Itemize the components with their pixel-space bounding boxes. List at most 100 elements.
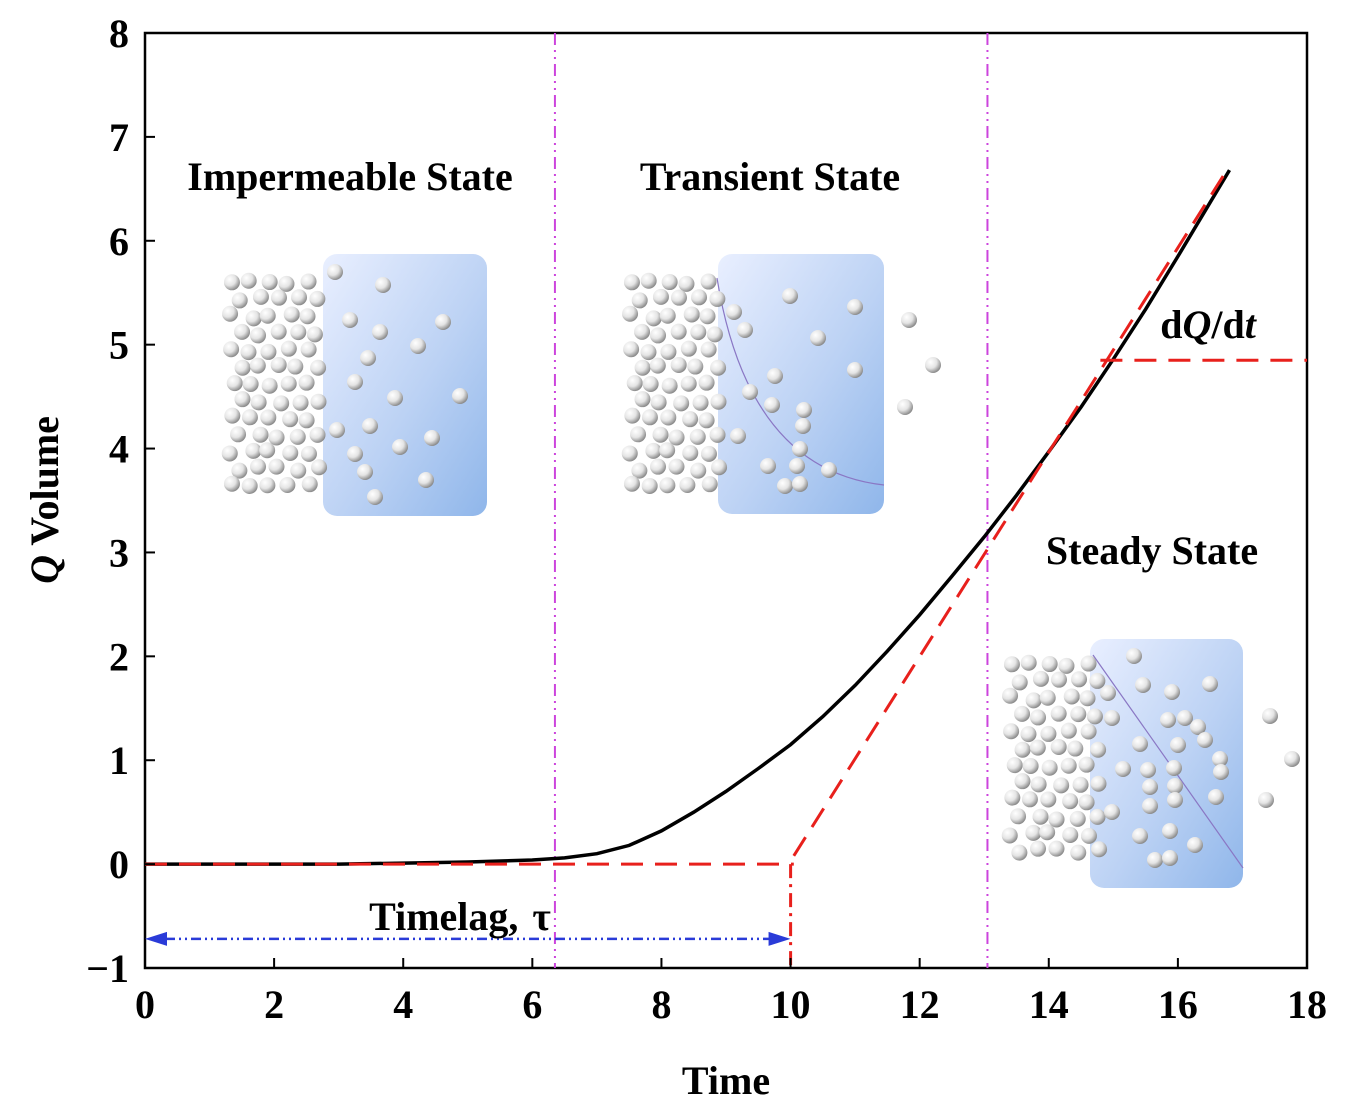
- molecule: [847, 299, 863, 315]
- molecule: [1262, 708, 1278, 724]
- y-tick-label: 7: [109, 115, 129, 160]
- molecule: [309, 426, 326, 443]
- molecule: [342, 312, 358, 328]
- molecule: [1142, 779, 1158, 795]
- molecule: [792, 476, 808, 492]
- molecule: [231, 292, 248, 309]
- molecule: [300, 445, 317, 462]
- molecule: [1167, 792, 1183, 808]
- molecule: [1162, 823, 1178, 839]
- molecule: [1032, 808, 1049, 825]
- transient-illustration: [621, 254, 941, 514]
- dqdt-slash-d: /d: [1210, 302, 1244, 347]
- molecule: [1001, 827, 1018, 844]
- molecule: [268, 458, 285, 475]
- molecule: [1100, 685, 1116, 701]
- molecule: [1039, 689, 1056, 706]
- molecule: [700, 273, 717, 290]
- x-tick-label: 8: [651, 982, 671, 1027]
- molecule: [1004, 789, 1021, 806]
- molecule: [1284, 751, 1300, 767]
- x-tick-label: 14: [1029, 982, 1069, 1027]
- molecule: [1022, 757, 1039, 774]
- y-tick-label: −1: [86, 946, 129, 991]
- molecule: [1135, 677, 1151, 693]
- molecule: [652, 288, 669, 305]
- molecule: [1003, 723, 1020, 740]
- molecule: [1060, 757, 1077, 774]
- molecule: [1126, 648, 1142, 664]
- molecule: [375, 277, 391, 293]
- molecule: [661, 274, 678, 291]
- molecule: [710, 359, 727, 376]
- molecule: [1132, 828, 1148, 844]
- x-tick-label: 2: [264, 982, 284, 1027]
- molecule: [645, 442, 662, 459]
- molecule: [287, 358, 304, 375]
- y-axis-symbol: Q: [22, 555, 67, 584]
- molecule: [1079, 690, 1096, 707]
- molecule: [1011, 674, 1028, 691]
- molecule: [706, 326, 723, 343]
- molecule: [282, 444, 299, 461]
- molecule: [650, 394, 667, 411]
- molecule: [1025, 824, 1042, 841]
- molecule: [670, 323, 687, 340]
- molecule: [279, 476, 296, 493]
- molecule: [810, 330, 826, 346]
- impermeable-illustration: [221, 254, 487, 516]
- molecule: [1048, 811, 1065, 828]
- molecule: [1067, 740, 1084, 757]
- molecule: [668, 429, 685, 446]
- molecule: [1090, 775, 1107, 792]
- molecule: [1070, 706, 1087, 723]
- molecule: [221, 445, 238, 462]
- plot-frame: [143, 31, 1309, 970]
- molecule: [650, 327, 667, 344]
- x-tick-label: 10: [771, 982, 811, 1027]
- molecule: [347, 374, 363, 390]
- molecule: [1040, 725, 1057, 742]
- molecule: [711, 459, 728, 476]
- molecule: [223, 274, 240, 291]
- molecule: [367, 489, 383, 505]
- x-tick-label: 12: [900, 982, 940, 1027]
- molecule: [223, 341, 240, 358]
- molecule: [641, 477, 658, 494]
- y-axis-word: Volume: [22, 416, 67, 555]
- x-tick-label: 16: [1158, 982, 1198, 1027]
- molecule: [661, 377, 678, 394]
- molecule: [234, 391, 251, 408]
- molecule: [282, 411, 299, 428]
- molecule: [901, 312, 917, 328]
- molecule: [1115, 761, 1131, 777]
- molecule: [1213, 764, 1229, 780]
- molecule: [230, 426, 247, 443]
- molecule: [1025, 692, 1042, 709]
- molecule: [1050, 705, 1067, 722]
- molecule: [630, 426, 647, 443]
- molecule: [241, 409, 258, 426]
- molecule: [1086, 708, 1103, 725]
- molecule: [679, 476, 696, 493]
- molecule: [260, 343, 277, 360]
- molecule: [1053, 777, 1070, 794]
- molecule: [222, 305, 239, 322]
- molecule: [1020, 654, 1037, 671]
- molecule: [1090, 741, 1107, 758]
- molecule: [298, 412, 315, 429]
- molecule: [249, 357, 266, 374]
- molecule: [1160, 712, 1176, 728]
- y-tick-label: 5: [109, 323, 129, 368]
- molecule: [1039, 824, 1056, 841]
- molecule: [634, 323, 651, 340]
- molecule: [259, 307, 276, 324]
- molecule: [623, 341, 640, 358]
- molecule: [650, 458, 667, 475]
- molecule: [360, 350, 376, 366]
- molecule: [259, 477, 276, 494]
- molecule: [767, 368, 783, 384]
- molecule: [240, 272, 257, 289]
- molecule: [1058, 657, 1075, 674]
- molecule: [645, 310, 662, 327]
